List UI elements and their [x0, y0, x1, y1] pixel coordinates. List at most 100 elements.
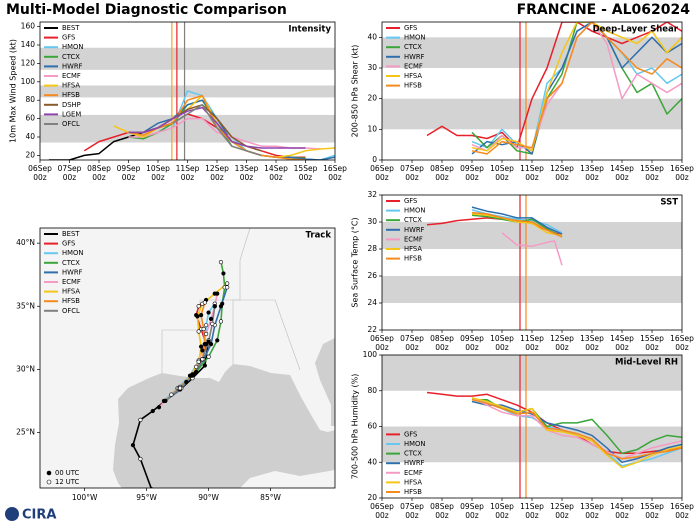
- legend-label: HFSA: [62, 82, 80, 90]
- legend-label: GFS: [404, 430, 417, 438]
- logo: CIRA: [5, 507, 56, 523]
- series-line: [471, 22, 682, 155]
- y-tick-label: 20: [367, 94, 377, 103]
- track-point: [225, 281, 230, 286]
- logo-text: CIRA: [22, 508, 56, 523]
- y-tick-label: 28: [367, 244, 377, 253]
- x-tick-label: 08Sep 00z: [430, 502, 454, 520]
- track-point: [210, 321, 215, 327]
- x-tick-label: 15Sep 00z: [640, 334, 664, 352]
- series-line: [471, 22, 682, 155]
- shaded-band: [40, 114, 335, 143]
- legend-label: HFSA: [404, 245, 422, 253]
- legend-label: OFCL: [62, 120, 80, 128]
- legend-label: HFSA: [62, 288, 80, 296]
- x-tick-label: 90°W: [198, 493, 219, 502]
- y-tick-label: 100: [363, 350, 378, 359]
- series-line: [471, 397, 682, 460]
- series-group: [426, 391, 682, 469]
- x-tick-label: 16Sep 00z: [670, 502, 694, 520]
- x-tick-label: 10Sep 00z: [490, 164, 514, 182]
- track-point: [138, 456, 143, 462]
- legend-label: CTCX: [404, 450, 422, 458]
- x-tick-label: 07Sep 00z: [400, 164, 424, 182]
- shaded-band: [382, 276, 682, 303]
- legend-label: HWRF: [404, 53, 425, 61]
- track-point: [169, 392, 174, 397]
- x-tick-label: 14Sep 00z: [610, 334, 634, 352]
- x-tick-label: 13Sep 00z: [235, 164, 259, 182]
- legend-label: DSHP: [62, 101, 81, 109]
- series-group: [426, 22, 682, 155]
- x-tick-label: 11Sep 00z: [520, 334, 544, 352]
- series-group: [48, 90, 335, 160]
- track-point: [212, 304, 217, 309]
- page-title: Multi-Model Diagnostic Comparison: [6, 2, 287, 18]
- marker-key: [46, 470, 52, 476]
- track-point: [208, 316, 214, 321]
- map-background: [40, 227, 335, 488]
- x-tick-label: 08Sep 00z: [430, 164, 454, 182]
- track-point: [202, 342, 207, 347]
- x-tick-label: 06Sep 00z: [370, 334, 394, 352]
- y-tick-label: 30: [367, 63, 377, 72]
- track-point: [218, 304, 224, 309]
- marker-key: [46, 479, 52, 485]
- x-tick-label: 10Sep 00z: [146, 164, 170, 182]
- legend-label: CTCX: [62, 53, 80, 61]
- track-point: [206, 354, 211, 359]
- track-point: [190, 373, 195, 378]
- track-point: [130, 442, 136, 448]
- x-tick-label: 16Sep 00z: [670, 164, 694, 182]
- track-point: [195, 314, 200, 319]
- x-tick-label: 13Sep 00z: [580, 502, 604, 520]
- y-tick-label: 30°N: [16, 364, 35, 373]
- x-tick-label: 15Sep 00z: [640, 164, 664, 182]
- legend-label: ECMF: [404, 469, 423, 477]
- y-tick-label: 22: [367, 325, 377, 334]
- legend-label: HMON: [404, 440, 425, 448]
- x-tick-label: 08Sep 00z: [87, 164, 111, 182]
- track-point: [196, 304, 201, 309]
- x-tick-label: 07Sep 00z: [400, 502, 424, 520]
- track-group: [130, 259, 230, 488]
- track-point: [218, 259, 224, 265]
- shaded-band: [382, 355, 682, 391]
- legend-label: BEST: [62, 24, 80, 32]
- y-tick-label: 100: [21, 77, 36, 86]
- legend-label: HFSA: [404, 72, 422, 80]
- track-point: [200, 357, 205, 362]
- legend-label: HWRF: [62, 62, 83, 70]
- legend-label: CTCX: [404, 216, 422, 224]
- map-frame: [39, 227, 336, 489]
- x-tick-label: 09Sep 00z: [460, 164, 484, 182]
- track-point: [202, 363, 207, 368]
- series-line: [471, 211, 563, 238]
- x-tick-label: 100°W: [72, 493, 98, 502]
- plot-frame: [381, 21, 683, 161]
- legend-label: HFSB: [62, 91, 80, 99]
- track-point: [201, 326, 206, 332]
- legend-label: HFSB: [404, 255, 422, 263]
- x-tick-label: 09Sep 00z: [460, 502, 484, 520]
- y-tick-label: 26: [367, 271, 377, 280]
- series-line: [501, 232, 563, 266]
- track-point: [194, 364, 199, 369]
- legend-label: CTCX: [404, 43, 422, 51]
- x-tick-label: 12Sep 00z: [550, 502, 574, 520]
- x-tick-label: 16Sep 00z: [670, 334, 694, 352]
- plot-frame: [381, 354, 683, 499]
- track-point: [208, 342, 214, 347]
- y-tick-label: 40°N: [16, 238, 35, 247]
- plot-frame: [381, 194, 683, 331]
- y-tick-label: 0: [372, 155, 377, 164]
- x-tick-label: 11Sep 00z: [520, 502, 544, 520]
- y-tick-label: 30: [367, 217, 377, 226]
- x-tick-label: 07Sep 00z: [400, 334, 424, 352]
- legend-label: GFS: [404, 24, 417, 32]
- x-tick-label: 09Sep 00z: [117, 164, 141, 182]
